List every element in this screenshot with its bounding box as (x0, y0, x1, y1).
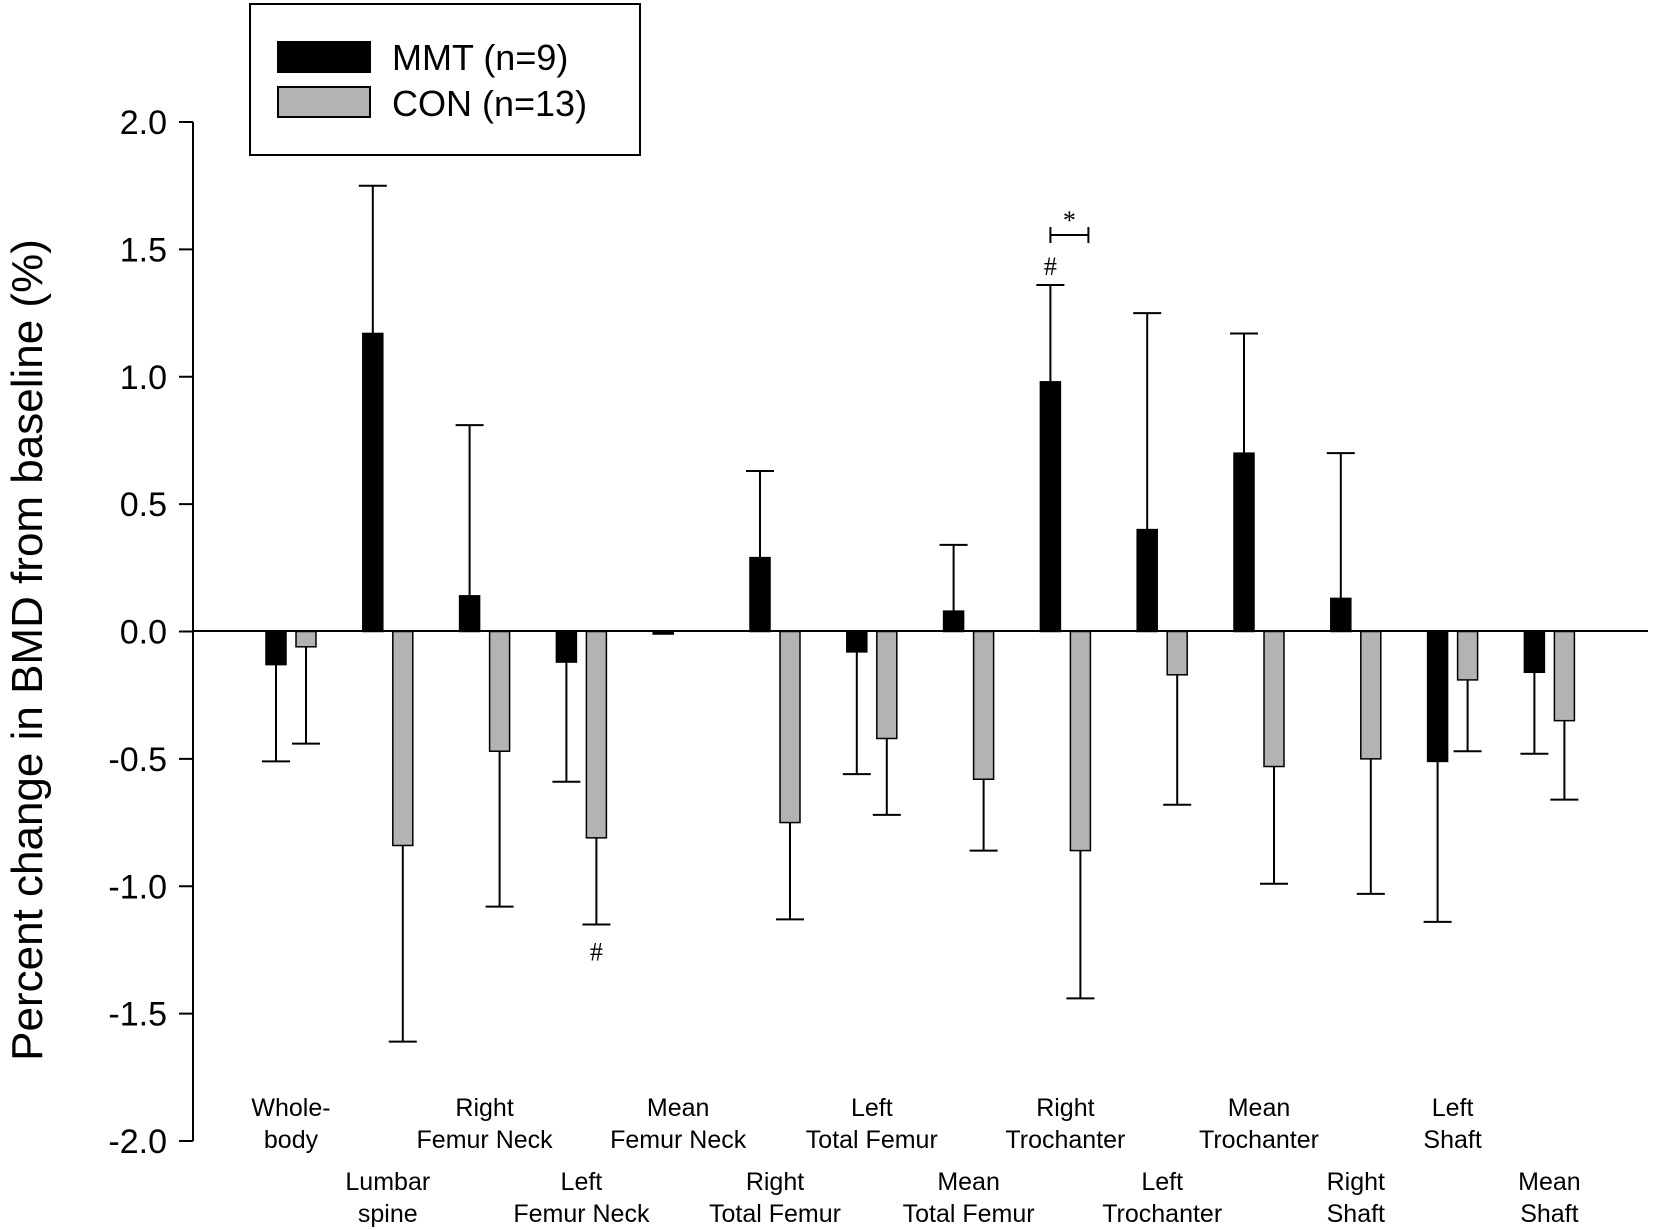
bars (265, 332, 1576, 852)
category-label: Left (561, 1168, 603, 1196)
category-label: Femur Neck (610, 1126, 747, 1154)
annotations: ##* (590, 206, 1090, 966)
bar-con (1263, 630, 1285, 768)
legend-label-con: CON (n=13) (392, 83, 587, 124)
category-label: spine (358, 1200, 418, 1228)
y-axis-label: Percent change in BMD from baseline (%) (3, 239, 52, 1061)
y-ticks: 2.0 1.5 1.0 0.5 0.0 -0.5 -1.0 -1.5 -2.0 (108, 104, 193, 1161)
legend-box (249, 3, 641, 156)
legend: MMT (n=9) CON (n=13) (249, 3, 641, 156)
category-label: Femur Neck (513, 1200, 650, 1228)
category-label: Total Femur (903, 1200, 1035, 1228)
category-label: Mean (1228, 1094, 1291, 1122)
bar-mmt (362, 332, 384, 633)
category-label: Right (1036, 1094, 1094, 1122)
y-tick-label: -0.5 (108, 741, 167, 779)
bar-mmt (942, 610, 965, 633)
category-label: Femur Neck (417, 1126, 554, 1154)
hash-mark: # (1044, 252, 1057, 281)
y-tick-label: 2.0 (120, 104, 167, 142)
bar-con (392, 630, 414, 847)
y-tick-label: -1.0 (108, 868, 167, 906)
bar-mmt (265, 630, 287, 666)
bar-con (488, 630, 511, 752)
category-label: Mean (647, 1094, 710, 1122)
y-tick-label: 1.5 (120, 231, 167, 269)
y-tick-label: 0.0 (120, 614, 167, 652)
bar-con (1553, 630, 1576, 722)
y-tick-label: -1.5 (108, 996, 167, 1034)
bar-mmt (652, 630, 674, 635)
bar-mmt (1136, 528, 1158, 633)
category-label: body (264, 1126, 319, 1154)
category-label: Left (851, 1094, 893, 1122)
category-label: Total Femur (709, 1200, 841, 1228)
y-tick-label: 1.0 (120, 359, 167, 397)
hash-mark: # (590, 937, 603, 966)
legend-swatch-mmt (277, 41, 371, 73)
category-label: Right (1327, 1168, 1385, 1196)
bar-mmt (1523, 630, 1546, 674)
bar-con (1456, 630, 1479, 681)
bar-con (585, 630, 608, 839)
bar-con (779, 630, 801, 824)
category-label: Left (1141, 1168, 1183, 1196)
bar-con (876, 630, 898, 740)
category-label: Shaft (1520, 1200, 1578, 1228)
category-label: Mean (1518, 1168, 1581, 1196)
category-label: Mean (937, 1168, 1000, 1196)
y-tick-label: -2.0 (108, 1123, 167, 1161)
bar-con (1069, 630, 1092, 852)
y-tick-label: 0.5 (120, 486, 167, 524)
legend-label-mmt: MMT (n=9) (392, 37, 568, 78)
category-label: Trochanter (1005, 1126, 1125, 1154)
legend-swatch-con (277, 86, 371, 118)
category-label: Whole- (251, 1094, 330, 1122)
category-label: Lumbar (345, 1168, 430, 1196)
category-label: Right (746, 1168, 804, 1196)
bar-mmt (846, 630, 868, 653)
bar-mmt (1426, 630, 1449, 763)
bar-mmt (555, 630, 578, 663)
category-label: Right (455, 1094, 513, 1122)
error-bars (262, 184, 1579, 1043)
bar-con (972, 630, 995, 781)
category-label: Shaft (1327, 1200, 1385, 1228)
category-label: Trochanter (1102, 1200, 1222, 1228)
bar-mmt (1233, 452, 1255, 633)
bar-con (1360, 630, 1382, 760)
category-label: Shaft (1423, 1126, 1481, 1154)
significance-star: * (1063, 206, 1076, 235)
category-label: Trochanter (1199, 1126, 1319, 1154)
bar-con (295, 630, 317, 648)
bar-con (1166, 630, 1188, 676)
bar-mmt (1330, 597, 1352, 633)
bar-mmt (458, 595, 481, 633)
category-label: Left (1432, 1094, 1474, 1122)
category-label: Total Femur (806, 1126, 938, 1154)
bar-mmt (1039, 381, 1062, 633)
bar-mmt (749, 556, 771, 633)
